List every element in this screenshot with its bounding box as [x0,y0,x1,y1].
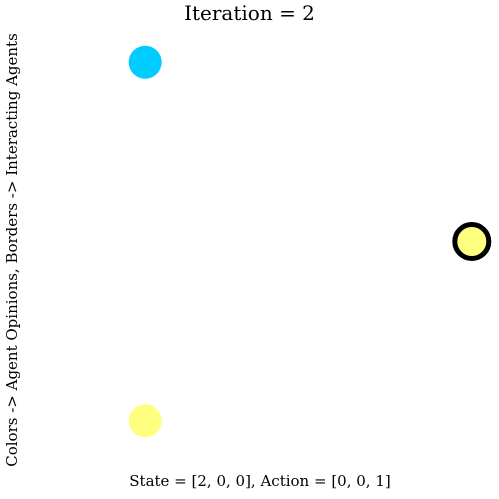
x-axis-label: State = [2, 0, 0], Action = [0, 0, 1] [129,472,391,490]
agent-point [452,222,492,261]
agent-point [128,404,162,438]
agent-point [128,45,162,79]
y-axis-label: Colors -> Agent Opinions, Borders -> Int… [3,33,21,467]
chart-title: Iteration = 2 [184,1,315,25]
